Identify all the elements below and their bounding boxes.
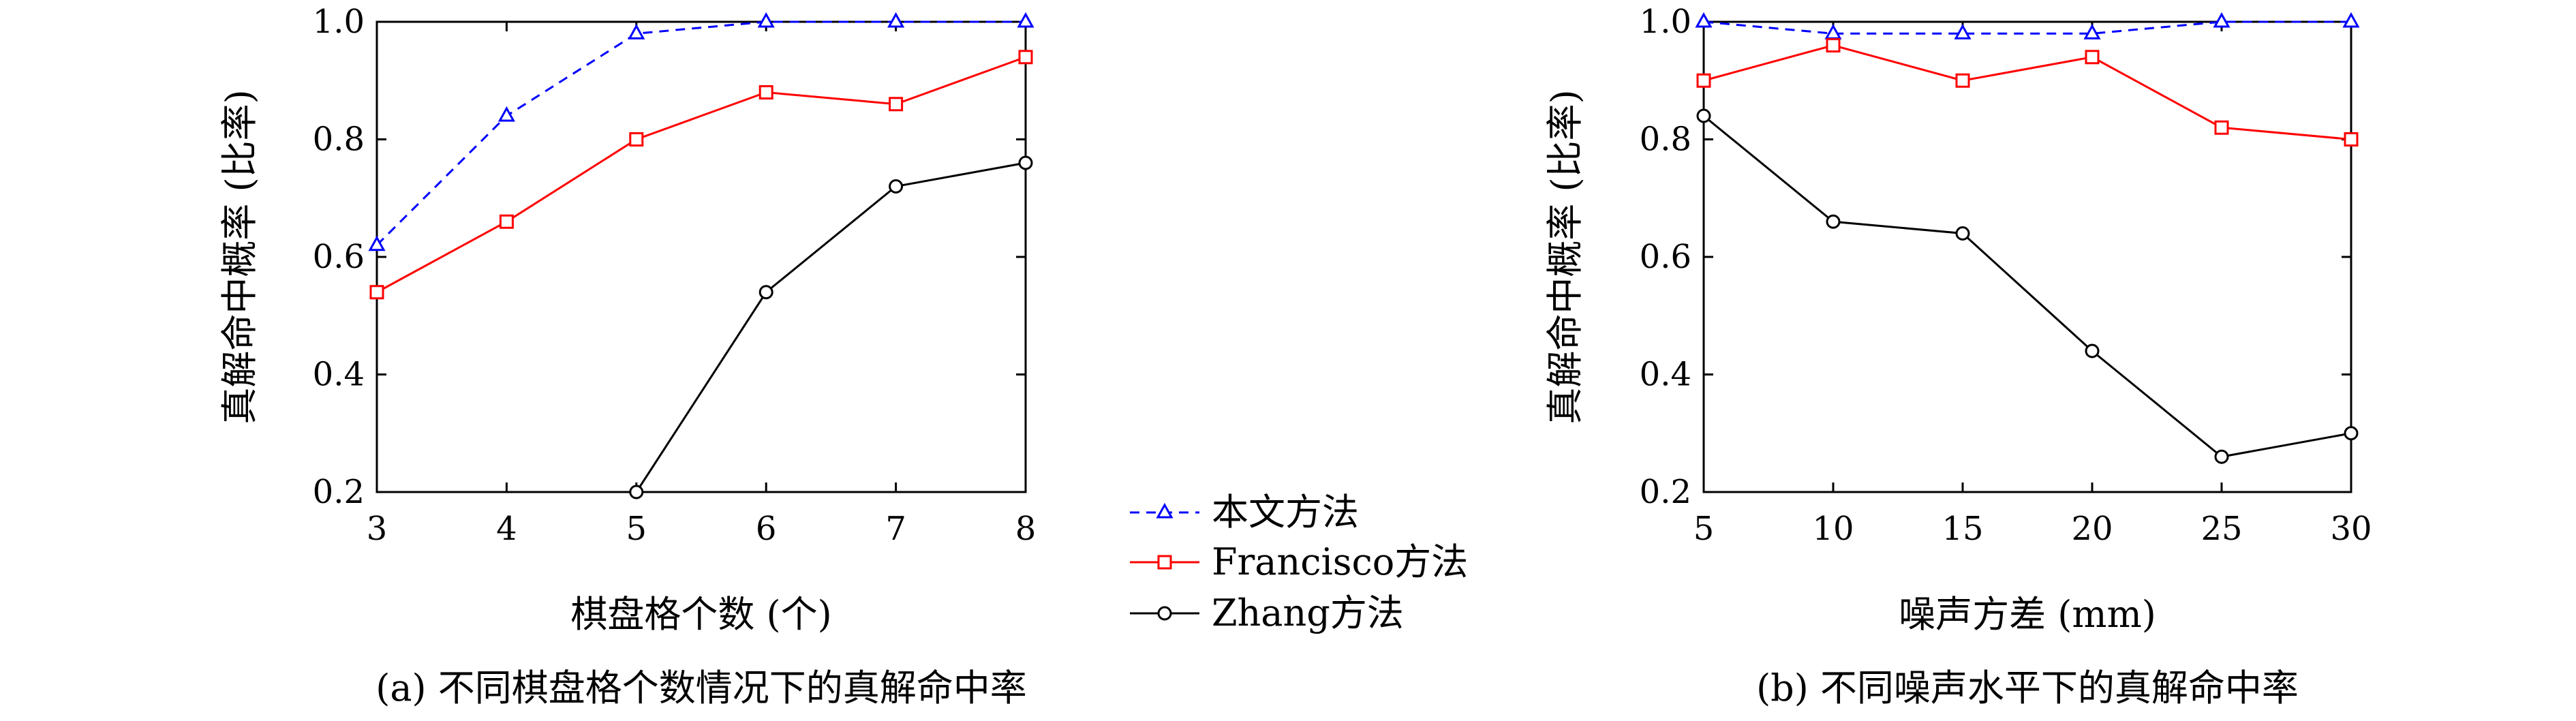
series-group [1695,12,2360,464]
data-point [369,285,384,300]
data-point [1018,155,1033,170]
data-point [1955,226,1970,241]
data-point [758,85,773,99]
data-point [629,485,644,500]
legend-label: Francisco方法 [1212,540,1468,583]
data-point [1696,73,1711,88]
y-tick-label: 0.4 [1640,356,1691,394]
data-point [1826,214,1841,229]
data-point [499,214,514,229]
series-line [635,162,1026,493]
y-tick-label: 0.2 [313,473,365,511]
x-tick-label: 15 [1942,510,1983,548]
y-tick-label: 0.6 [313,238,365,276]
y-tick-label: 1.0 [1640,3,1691,41]
x-tick-label: 7 [885,510,906,548]
data-point [887,12,905,28]
y-tick-label: 0.8 [313,121,365,159]
figure-caption: (a) 不同棋盘格个数情况下的真解命中率 [375,666,1027,709]
x-tick-label: 30 [2330,510,2372,548]
plot-frame [1702,20,2352,493]
data-point [1955,73,1970,88]
series-line [1703,20,2351,35]
legend-entry: Zhang方法 [1130,592,1404,634]
data-point [2085,343,2100,358]
x-tick-label: 8 [1015,510,1037,548]
legend: 本文方法 Francisco方法 Zhang方法 [1130,491,1468,634]
series-line [1703,114,2352,458]
data-point [368,235,386,251]
y-tick-label: 0.4 [313,356,365,394]
x-axis-label: 噪声方差 (mm) [1899,593,2156,636]
data-point [1826,38,1841,52]
data-point [2085,50,2100,65]
data-point [2214,120,2229,135]
data-point [889,179,904,194]
data-point [497,106,515,122]
data-point [1018,50,1033,65]
data-point [2344,426,2359,441]
data-point [2083,24,2101,40]
data-point [1954,24,1972,40]
data-point [2342,12,2360,28]
data-point [889,97,904,112]
series-line [375,20,1026,246]
legend-swatch-marker [1157,606,1172,621]
y-axis-label: 真解命中概率 (比率) [1544,89,1586,424]
legend-entry: 本文方法 [1130,491,1359,534]
x-tick-label: 5 [1693,510,1715,548]
legend-label: Zhang方法 [1212,592,1404,634]
data-point [2214,449,2229,464]
x-axis-label: 棋盘格个数 (个) [570,593,831,636]
series-line [1703,44,2352,140]
data-point [1696,108,1711,123]
y-tick-label: 0.2 [1640,473,1691,511]
data-point [757,12,775,28]
y-axis-label: 真解命中概率 (比率) [218,89,261,424]
data-point [2213,12,2230,28]
y-tick-label: 1.0 [313,3,365,41]
data-point [1017,12,1034,28]
x-tick-label: 6 [756,510,777,548]
series-group [368,12,1034,500]
legend-label: 本文方法 [1212,491,1359,534]
data-point [628,24,645,40]
x-tick-label: 20 [2071,510,2113,548]
x-tick-label: 25 [2201,510,2242,548]
x-tick-label: 5 [626,510,647,548]
legend-swatch-marker [1157,555,1172,570]
data-point [758,285,773,300]
series-line [376,56,1026,294]
data-point [629,132,644,147]
x-tick-label: 4 [496,510,517,548]
figure-caption: (b) 不同噪声水平下的真解命中率 [1756,666,2299,709]
legend-entry: Francisco方法 [1130,540,1468,583]
data-point [1824,24,1842,40]
x-tick-label: 10 [1812,510,1854,548]
x-tick-label: 3 [367,510,388,548]
tick-group: 3 4 5 6 7 8 0.2 0.4 0.6 0.8 1.0 [313,3,1037,548]
y-tick-label: 0.8 [1640,121,1691,159]
tick-group: 5 10 15 20 25 30 0.2 0.4 0.6 0.8 1.0 [1640,3,2372,548]
chart-panel-a: 3 4 5 6 7 8 0.2 0.4 0.6 0.8 1.0 棋盘格个数 (个) 真解命中概率 (… [218,3,1036,709]
y-tick-label: 0.6 [1640,238,1691,276]
legend-swatch-marker [1156,502,1174,519]
chart-panel-b: 5 10 15 20 25 30 0.2 0.4 0.6 0.8 1.0 噪声方差 (mm) 真解命… [1544,3,2372,709]
data-point [1695,12,1713,28]
data-point [2344,132,2359,147]
